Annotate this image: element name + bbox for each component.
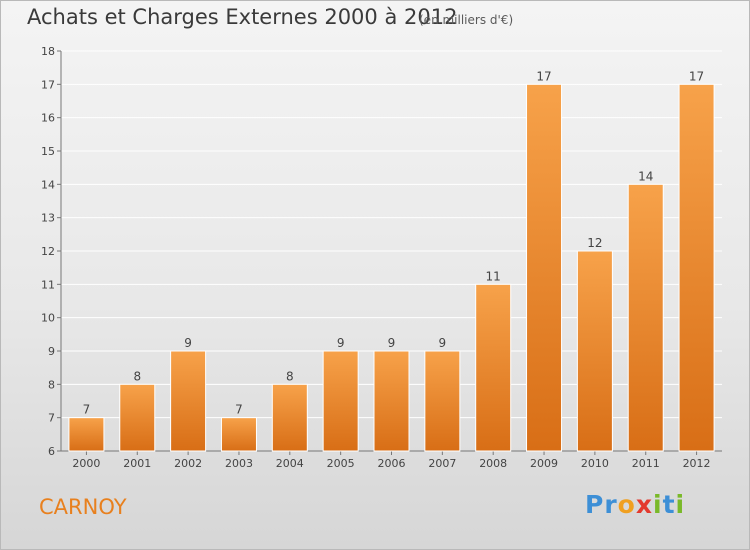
bars xyxy=(68,83,715,452)
bar-2012 xyxy=(678,83,715,452)
y-tick-label: 6 xyxy=(48,445,55,458)
x-tick-label: 2008 xyxy=(479,457,507,470)
x-tick-label: 2007 xyxy=(428,457,456,470)
bar-2011 xyxy=(627,183,664,452)
commune-name: CARNOY xyxy=(39,495,127,519)
x-tick-label: 2004 xyxy=(276,457,304,470)
bar-2005 xyxy=(322,350,359,452)
bar-2009 xyxy=(526,83,563,452)
x-tick-label: 2001 xyxy=(123,457,151,470)
y-tick-label: 13 xyxy=(41,212,55,225)
bar-value-label: 11 xyxy=(486,269,501,283)
logo-letter: i xyxy=(653,490,663,519)
bar-value-label: 8 xyxy=(133,369,141,383)
x-tick-label: 2003 xyxy=(225,457,253,470)
y-tick-label: 10 xyxy=(41,312,55,325)
logo-letter: o xyxy=(617,490,636,519)
bar-value-label: 9 xyxy=(184,336,192,350)
bar-value-label: 7 xyxy=(83,403,91,417)
bar-value-label: 12 xyxy=(587,236,602,250)
bar-2002 xyxy=(170,350,207,452)
bar-2006 xyxy=(373,350,410,452)
y-tick-label: 15 xyxy=(41,145,55,158)
bar-value-label: 17 xyxy=(536,69,551,83)
x-tick-label: 2009 xyxy=(530,457,558,470)
bar-value-label: 8 xyxy=(286,369,294,383)
y-tick-label: 18 xyxy=(41,45,55,58)
y-tick-label: 17 xyxy=(41,78,55,91)
x-tick-label: 2002 xyxy=(174,457,202,470)
x-tick-label: 2005 xyxy=(327,457,355,470)
axes: 6 7 8 9 10 11 12 13 14 15 16 17 18 2000 2001 2002 2003 20… xyxy=(41,45,722,470)
y-tick-label: 9 xyxy=(48,345,55,358)
logo-letter: t xyxy=(662,490,676,519)
x-tick-label: 2010 xyxy=(581,457,609,470)
chart-title: Achats et Charges Externes 2000 à 2012 xyxy=(27,5,458,29)
bar-2003 xyxy=(220,417,257,452)
bar-value-label: 7 xyxy=(235,403,243,417)
x-tick-label: 2006 xyxy=(378,457,406,470)
y-tick-label: 14 xyxy=(41,178,55,191)
bar-value-label: 9 xyxy=(337,336,345,350)
logo-letter: P xyxy=(585,490,605,519)
bar-2007 xyxy=(424,350,461,452)
y-tick-label: 8 xyxy=(48,378,55,391)
y-tick-label: 16 xyxy=(41,112,55,125)
y-tick-label: 11 xyxy=(41,278,55,291)
chart-subtitle: (en milliers d'€) xyxy=(419,13,514,27)
x-tick-label: 2011 xyxy=(632,457,660,470)
bar-2004 xyxy=(271,383,308,452)
logo-letter: r xyxy=(604,490,618,519)
bar-value-label: 17 xyxy=(689,69,704,83)
y-tick-label: 12 xyxy=(41,245,55,258)
bar-value-label: 9 xyxy=(439,336,447,350)
proxiti-logo: Proxiti xyxy=(585,490,685,519)
data-labels: 7 8 9 7 8 9 9 9 11 17 12 14 17 xyxy=(83,69,705,416)
y-tick-label: 7 xyxy=(48,412,55,425)
x-tick-label: 2000 xyxy=(72,457,100,470)
logo-letter: i xyxy=(675,490,686,519)
bar-2000 xyxy=(68,417,105,452)
bar-value-label: 14 xyxy=(638,169,653,183)
bar-value-label: 9 xyxy=(388,336,396,350)
bar-2001 xyxy=(119,383,156,452)
bar-2008 xyxy=(475,283,512,452)
bar-2010 xyxy=(576,250,613,452)
logo-letter: x xyxy=(635,490,653,519)
x-tick-label: 2012 xyxy=(683,457,711,470)
